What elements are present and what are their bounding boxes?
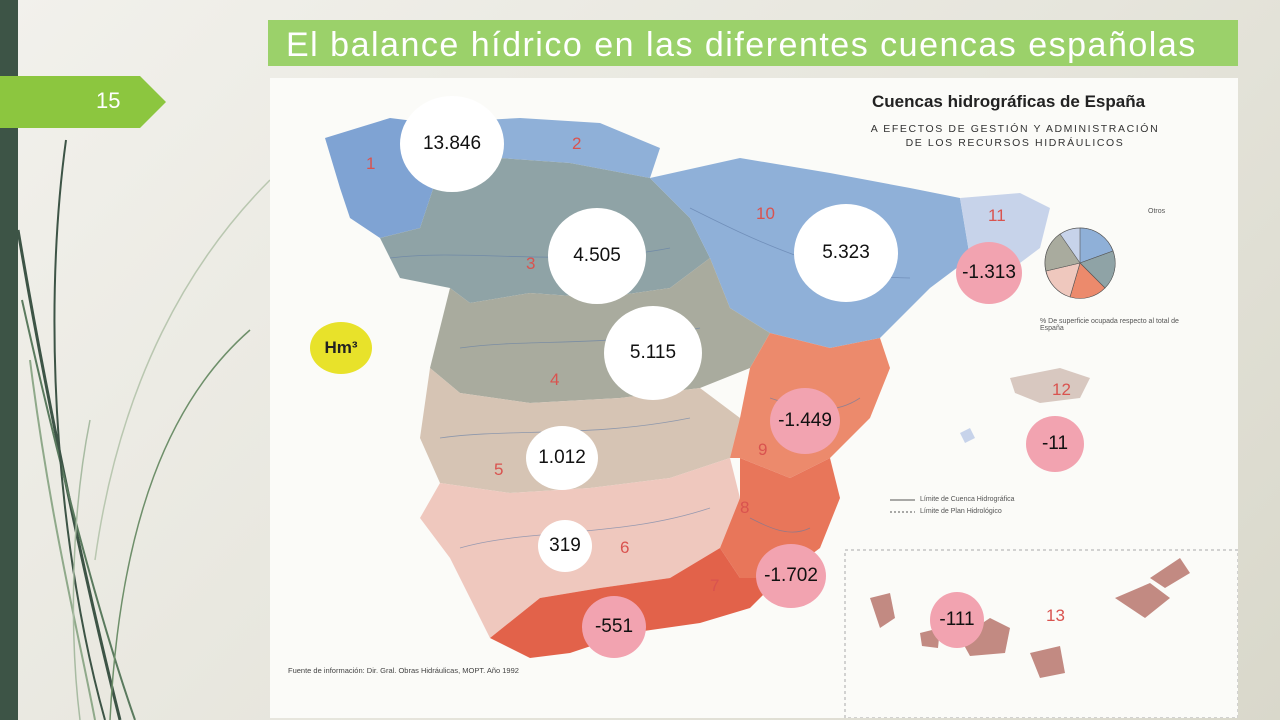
balance-bubble-basin-11: -1.313 (956, 242, 1022, 304)
basin-label-9: 9 (758, 440, 768, 459)
legend-plan-limit: Límite de Plan Hidrológico (920, 508, 1002, 515)
basin-label-3: 3 (526, 254, 536, 273)
balance-bubble-basin-3: 4.505 (548, 208, 646, 304)
basin-13-region (870, 558, 1190, 678)
balance-bubble-basin-12: -11 (1026, 416, 1084, 472)
map-subtitle-line-2: DE LOS RECURSOS HIDRÁULICOS (905, 137, 1125, 149)
basin-label-11: 11 (988, 206, 1006, 225)
balance-bubble-basin-9: -1.449 (770, 388, 840, 454)
balance-bubble-basin-10: 5.323 (794, 204, 898, 302)
basin-label-10: 10 (756, 204, 775, 223)
basin-label-4: 4 (550, 370, 560, 389)
map-panel: Cuencas hidrográficas de España A EFECTO… (270, 78, 1238, 718)
basin-label-5: 5 (494, 460, 504, 479)
map-source: Fuente de información: Dir. Gral. Obras … (288, 666, 519, 675)
slide-number-badge: 15 (0, 76, 166, 128)
basin-label-8: 8 (740, 498, 750, 517)
map-subtitle-line-1: A EFECTOS DE GESTIÓN Y ADMINISTRACIÓN (870, 123, 1160, 135)
title-bar: El balance hídrico en las diferentes cue… (268, 20, 1238, 66)
slide-number: 15 (96, 88, 121, 113)
map-title: Cuencas hidrográficas de España (872, 92, 1146, 111)
canary-inset-frame (844, 549, 1238, 718)
map-subtitle: A EFECTOS DE GESTIÓN Y ADMINISTRACIÓN DE… (850, 122, 1180, 150)
pie-other-label: Otros (1148, 208, 1166, 215)
balance-bubble-basin-13: -111 (930, 592, 984, 648)
basin-area-pie-chart (1044, 227, 1116, 299)
balance-bubble-basin-7: -1.702 (756, 544, 826, 608)
balance-bubble-basin-5: 1.012 (526, 426, 598, 490)
basin-label-2: 2 (572, 134, 582, 153)
balance-bubble-basin-4: 5.115 (604, 306, 702, 400)
balance-bubble-basin-1: 13.846 (400, 96, 504, 192)
basin-label-12: 12 (1052, 380, 1071, 399)
basin-label-1: 1 (366, 154, 376, 173)
basin-8-region (720, 458, 840, 578)
slide-title: El balance hídrico en las diferentes cue… (286, 26, 1197, 64)
pie-note: % De superficie ocupada respecto al tota… (1040, 318, 1179, 332)
basin-label-13: 13 (1046, 606, 1065, 625)
basin-12-region (1010, 368, 1090, 403)
left-accent-bar (0, 0, 18, 720)
decorative-grass-lines (16, 139, 271, 720)
basin-label-6: 6 (620, 538, 630, 557)
balance-bubble-basin-8: -551 (582, 596, 646, 658)
basin-label-7: 7 (710, 576, 720, 595)
unit-badge: Hm³ (310, 322, 372, 374)
legend-basin-limit: Límite de Cuenca Hidrográfica (920, 496, 1015, 503)
balance-bubble-basin-6: 319 (538, 520, 592, 572)
